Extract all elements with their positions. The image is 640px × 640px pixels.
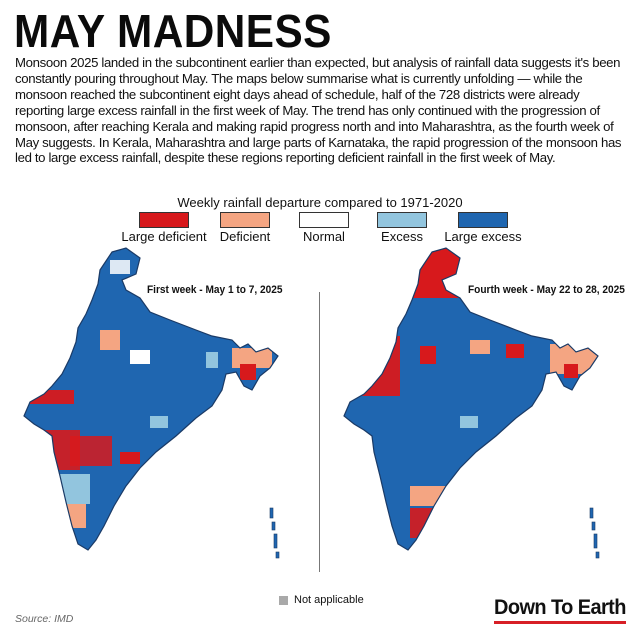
legend-swatch-excess xyxy=(377,212,427,228)
fourth-week-islands xyxy=(589,507,600,559)
fourth-week-country-outline xyxy=(343,247,599,551)
map-fourth-week xyxy=(343,247,600,559)
map-label-first-week: First week - May 1 to 7, 2025 xyxy=(147,284,283,296)
legend-swatch-large-deficient xyxy=(139,212,189,228)
legend-swatch-normal xyxy=(299,212,349,228)
source-credit: Source: IMD xyxy=(15,613,74,625)
map-label-fourth-week: Fourth week - May 22 to 28, 2025 xyxy=(468,284,625,296)
first-week-country-outline xyxy=(23,247,279,551)
legend-label-large-deficient: Large deficient xyxy=(121,229,207,244)
brand-logo: Down To Earth xyxy=(494,596,626,619)
legend-swatch-deficient xyxy=(220,212,270,228)
map-first-week xyxy=(23,247,280,559)
intro-text: Monsoon 2025 landed in the subcontinent … xyxy=(15,55,622,166)
not-applicable-label: Not applicable xyxy=(294,594,364,606)
brand-underline xyxy=(494,621,626,624)
map-divider xyxy=(319,292,320,572)
legend-label-deficient: Deficient xyxy=(219,229,271,244)
legend-swatch-large-excess xyxy=(458,212,508,228)
legend-label-large-excess: Large excess xyxy=(444,229,522,244)
page-title: MAY MADNESS xyxy=(14,5,332,57)
legend-label-normal: Normal xyxy=(303,229,345,244)
first-week-islands xyxy=(269,507,280,559)
legend-title: Weekly rainfall departure compared to 19… xyxy=(177,195,463,210)
not-applicable-swatch xyxy=(279,596,288,605)
legend-label-excess: Excess xyxy=(381,229,423,244)
